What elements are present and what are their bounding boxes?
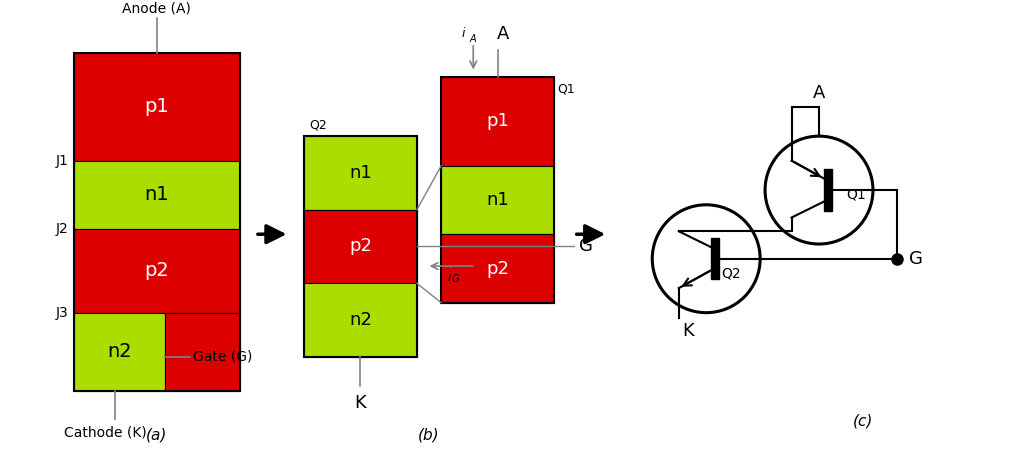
Text: G: G <box>909 250 923 268</box>
Bar <box>711 238 719 279</box>
Bar <box>304 136 417 357</box>
Text: Q2: Q2 <box>309 118 327 131</box>
Text: J2: J2 <box>56 222 69 236</box>
Text: i: i <box>447 271 452 284</box>
Bar <box>441 77 554 166</box>
Text: Q1: Q1 <box>557 82 574 95</box>
Text: Anode (A): Anode (A) <box>123 1 191 15</box>
Bar <box>74 53 241 161</box>
Bar <box>441 166 554 234</box>
Text: (b): (b) <box>419 428 440 443</box>
Bar <box>304 136 417 210</box>
Text: n1: n1 <box>486 191 509 209</box>
Text: G: G <box>452 274 459 284</box>
Text: n2: n2 <box>108 342 132 361</box>
Bar <box>304 283 417 357</box>
Bar <box>441 234 554 303</box>
Bar <box>441 77 554 303</box>
Text: K: K <box>683 323 694 341</box>
Text: (a): (a) <box>146 428 168 443</box>
Text: p1: p1 <box>486 112 509 130</box>
Text: Q1: Q1 <box>847 188 866 202</box>
Text: J3: J3 <box>56 306 69 320</box>
Text: (c): (c) <box>853 413 873 428</box>
Bar <box>165 313 241 391</box>
Bar <box>824 170 831 211</box>
Text: A: A <box>497 25 509 43</box>
Bar <box>74 313 165 391</box>
Text: Gate (G): Gate (G) <box>193 350 252 364</box>
Text: n2: n2 <box>349 311 372 329</box>
Text: J1: J1 <box>55 153 69 168</box>
Text: A: A <box>469 34 476 44</box>
Text: p2: p2 <box>486 260 509 278</box>
Bar <box>304 210 417 283</box>
Bar <box>74 53 241 391</box>
Bar <box>74 230 241 313</box>
Text: Q2: Q2 <box>721 266 740 281</box>
Text: i: i <box>462 27 466 40</box>
Bar <box>74 161 241 230</box>
Text: n1: n1 <box>349 164 372 182</box>
Text: n1: n1 <box>144 185 169 204</box>
Text: G: G <box>579 238 593 256</box>
Text: p1: p1 <box>144 97 169 116</box>
Text: Cathode (K): Cathode (K) <box>63 426 146 440</box>
Text: K: K <box>354 394 367 412</box>
Text: p2: p2 <box>144 261 169 280</box>
Text: p2: p2 <box>349 238 372 256</box>
Text: A: A <box>813 84 825 102</box>
